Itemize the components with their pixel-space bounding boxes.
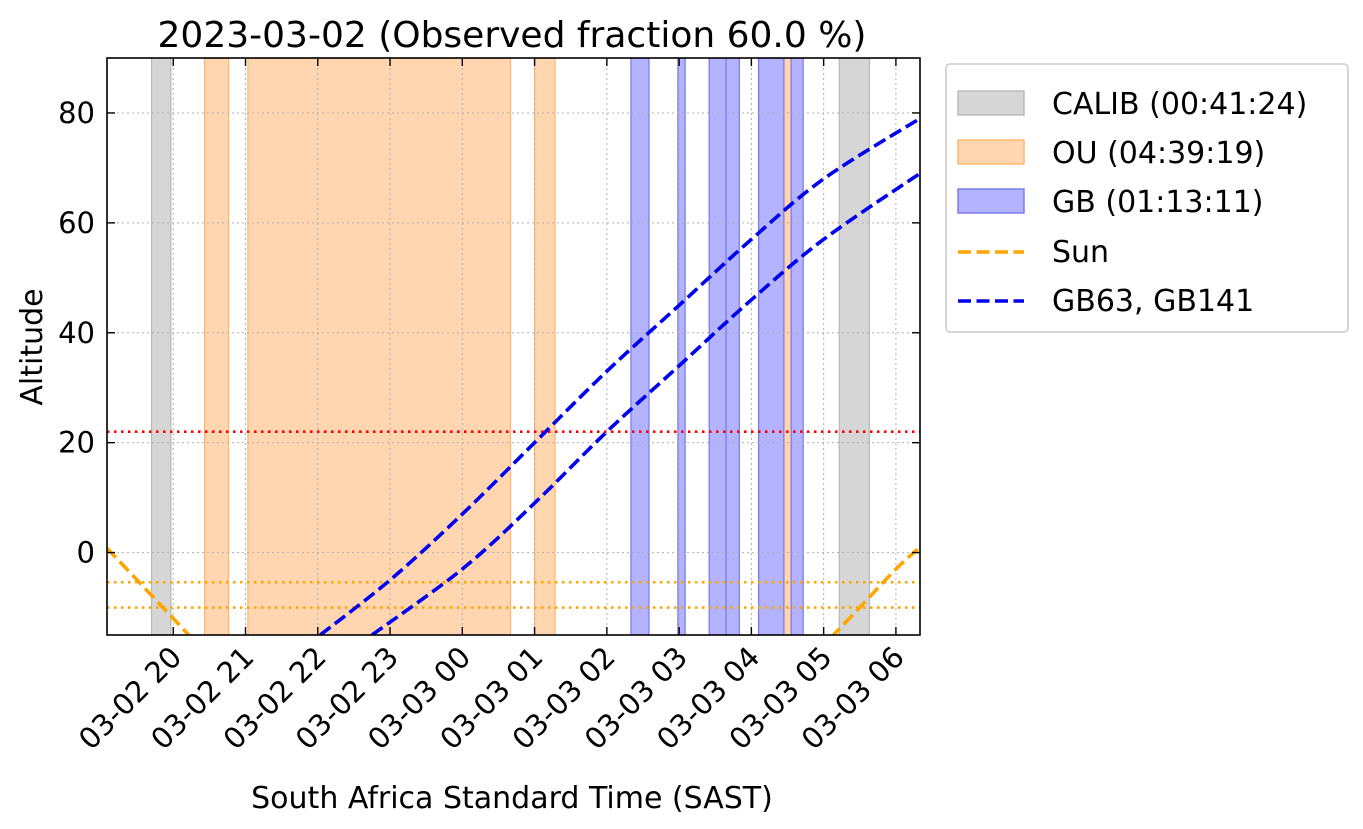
y-axis-title: Altitude bbox=[15, 288, 50, 405]
legend-swatch-calib bbox=[957, 90, 1025, 116]
legend-swatch-ou bbox=[957, 139, 1025, 165]
y-tick-label: 20 bbox=[58, 426, 95, 460]
legend-label-targets: GB63, GB141 bbox=[1052, 284, 1254, 319]
reference-line-layer bbox=[107, 430, 920, 609]
ou-band-2 bbox=[247, 58, 512, 635]
gb-band-3 bbox=[708, 58, 727, 635]
gb-band-1 bbox=[630, 58, 650, 635]
gb-band-5 bbox=[758, 58, 785, 635]
y-tick-label: 40 bbox=[58, 316, 95, 350]
band-layer bbox=[150, 58, 871, 635]
y-tick-label: 60 bbox=[58, 206, 95, 240]
gb63-gb141-curve-2 bbox=[370, 171, 920, 635]
ou-band-3 bbox=[533, 58, 556, 635]
gb-band-2 bbox=[677, 58, 686, 635]
legend-label-sun: Sun bbox=[1052, 235, 1109, 270]
series-layer bbox=[107, 116, 920, 635]
calib-band-1 bbox=[150, 58, 172, 635]
sun-curve-1 bbox=[107, 546, 192, 635]
legend-frame bbox=[945, 63, 1349, 333]
chart-title: 2023-03-02 (Observed fraction 60.0 %) bbox=[158, 15, 867, 56]
y-axis: 0 20 40 60 80 bbox=[58, 96, 920, 570]
legend-swatch-gb bbox=[957, 188, 1025, 214]
legend-label-ou: OU (04:39:19) bbox=[1052, 136, 1265, 171]
gb63-gb141-curve-1 bbox=[319, 116, 920, 635]
gb-band-4 bbox=[725, 58, 740, 635]
gb-band-6 bbox=[790, 58, 804, 635]
y-tick-label: 80 bbox=[58, 96, 95, 130]
legend-label-gb: GB (01:13:11) bbox=[1052, 185, 1264, 220]
sun-curve-2 bbox=[831, 545, 920, 635]
ou-band-1 bbox=[203, 58, 230, 635]
legend-label-calib: CALIB (00:41:24) bbox=[1052, 87, 1307, 122]
plot-frame bbox=[106, 57, 921, 636]
grid-layer bbox=[107, 58, 920, 635]
legend: CALIB (00:41:24) OU (04:39:19) GB (01:13… bbox=[945, 63, 1349, 333]
y-tick-label: 0 bbox=[77, 536, 95, 570]
calib-band-2 bbox=[838, 58, 871, 635]
x-axis-title: South Africa Standard Time (SAST) bbox=[251, 781, 773, 816]
